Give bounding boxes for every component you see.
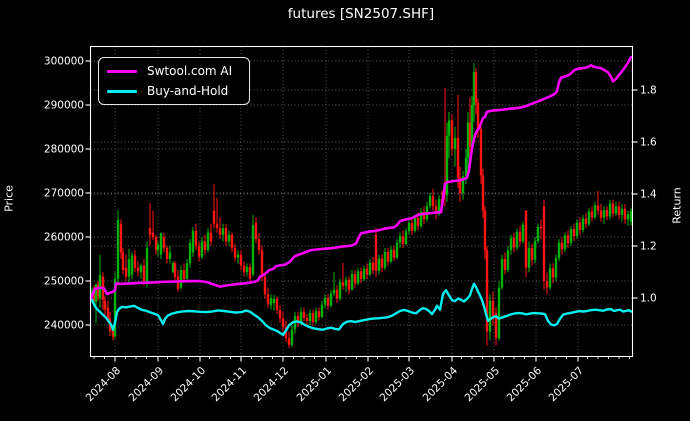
price-tick-label: 240000: [44, 320, 84, 332]
axis-ticks: [85, 60, 638, 362]
swtool-ai-line-swatch: [107, 69, 137, 73]
price-tick-label: 250000: [44, 276, 84, 288]
line-buy-and-hold: [89, 282, 633, 337]
x-tick-label: 2025-01: [295, 365, 335, 405]
x-tick-label: 2024-11: [210, 365, 250, 405]
price-tick-label: 290000: [44, 100, 84, 112]
x-tick-label: 2025-05: [463, 365, 503, 405]
plot-border: [89, 45, 634, 358]
axis-tick-labels: 2024-08 2024-09 2024-10 2024-11 2024-12 2025-…: [44, 56, 657, 405]
legend-label-swtool-ai: Swtool.com AI: [147, 64, 233, 78]
return-tick-label: 1.4: [640, 189, 657, 201]
chart-title: futures [SN2507.SHF]: [287, 6, 435, 22]
candlestick-series: [90, 63, 633, 348]
legend-item-swtool-ai: Swtool.com AI: [107, 64, 239, 78]
x-tick-label: 2025-03: [378, 365, 418, 405]
legend-label-buy-and-hold: Buy-and-Hold: [147, 84, 229, 98]
price-tick-label: 260000: [44, 232, 84, 244]
x-tick-label: 2025-06: [505, 364, 545, 404]
return-tick-label: 1.0: [640, 293, 657, 305]
x-tick-label: 2024-12: [252, 365, 292, 405]
buy-and-hold-line-swatch: [107, 89, 137, 93]
return-tick-label: 1.6: [640, 137, 657, 149]
price-tick-label: 270000: [44, 188, 84, 200]
legend: Swtool.com AI Buy-and-Hold: [98, 57, 250, 105]
return-tick-label: 1.2: [640, 241, 657, 253]
x-tick-label: 2025-02: [337, 365, 377, 405]
x-tick-label: 2024-10: [169, 365, 209, 405]
price-tick-label: 300000: [44, 56, 84, 68]
return-tick-label: 1.8: [640, 85, 657, 97]
x-tick-label: 2024-08: [84, 365, 124, 405]
x-tick-label: 2025-07: [547, 365, 587, 405]
legend-item-buy-and-hold: Buy-and-Hold: [107, 84, 239, 98]
price-tick-label: 280000: [44, 144, 84, 156]
line-swtool-com-ai: [89, 55, 633, 300]
x-tick-label: 2025-04: [421, 364, 461, 404]
x-tick-label: 2024-09: [127, 365, 167, 405]
